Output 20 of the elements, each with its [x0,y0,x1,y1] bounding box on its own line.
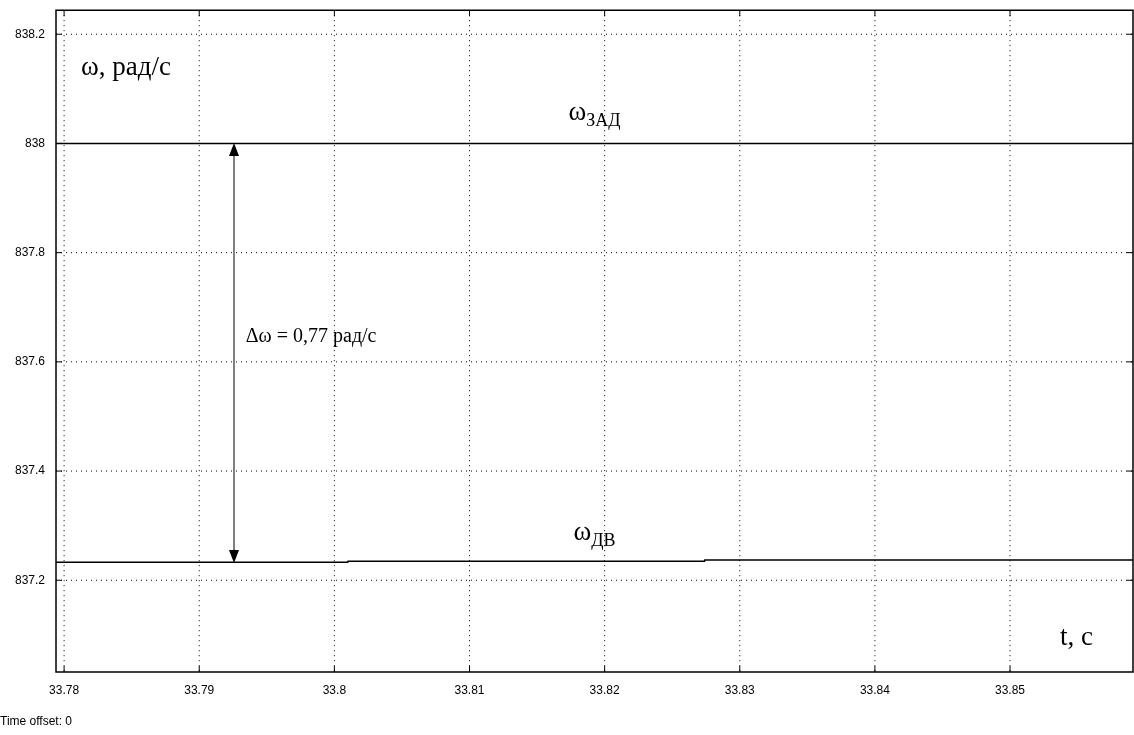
y-tick-label: 838.2 [14,26,46,41]
x-tick-label: 33.78 [49,682,80,697]
y-axis-title: ω, рад/с [81,51,171,82]
annotation: Δω = 0,77 рад/с [245,324,377,347]
y-tick-label: 837.4 [14,463,46,478]
y-tick-label: 837.2 [14,572,46,587]
x-tick-label: 33.85 [995,682,1026,697]
y-tick-label: 838 [24,135,46,150]
text: Time offset: 0 [0,714,73,728]
x-tick-label: 33.81 [454,682,485,697]
x-tick-label: 33.8 [322,682,347,697]
x-tick-label: 33.84 [859,682,891,697]
x-axis-title: t, с [1060,621,1093,651]
series-label: ω$_{ДВ}$ [573,516,616,551]
y-tick-label: 837.8 [14,244,46,259]
series-label: ω$_{ЗАД}$ [568,96,621,131]
x-tick-label: 33.82 [589,682,620,697]
y-tick-label: 837.6 [14,354,46,369]
x-tick-label: 33.79 [184,682,215,697]
x-tick-label: 33.83 [724,682,756,697]
